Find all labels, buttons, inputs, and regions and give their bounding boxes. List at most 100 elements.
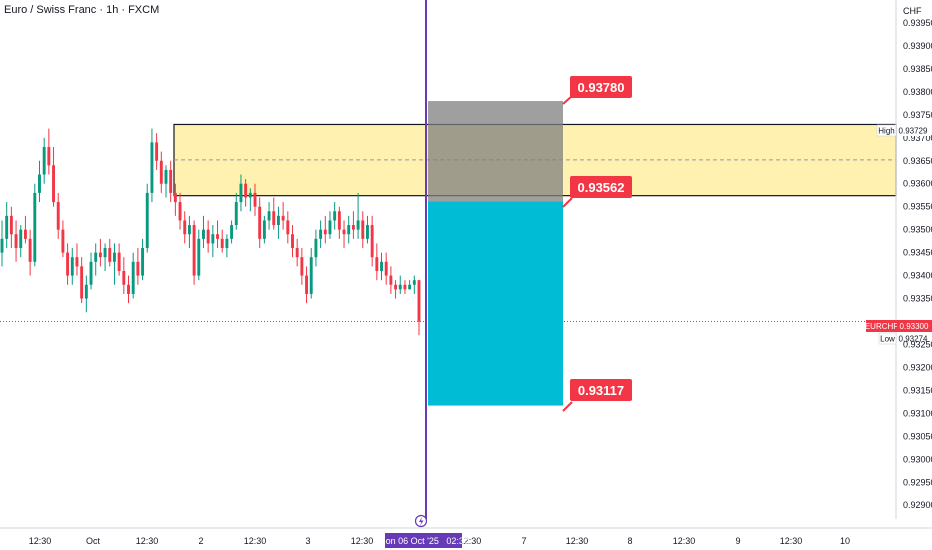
candle	[333, 202, 337, 230]
candle	[412, 275, 416, 294]
candle	[394, 280, 398, 299]
candle	[328, 211, 332, 239]
take-profit-zone[interactable]	[428, 201, 563, 406]
candle-body	[117, 252, 121, 271]
lightning-icon[interactable]	[414, 514, 428, 528]
candle	[319, 220, 323, 249]
candle	[183, 211, 187, 244]
candle-body	[347, 225, 351, 235]
candle	[197, 229, 201, 281]
candle	[23, 215, 27, 244]
candle-body	[276, 215, 280, 226]
candle-body	[103, 248, 107, 258]
candle-body	[80, 266, 84, 299]
candle-body	[375, 257, 379, 271]
candle-body	[70, 257, 74, 276]
candle	[398, 275, 402, 294]
candle	[211, 225, 215, 258]
candle	[380, 252, 383, 281]
candle-body	[403, 284, 407, 290]
candle	[127, 275, 130, 304]
candle	[356, 192, 360, 239]
time-tick-label: 12:30	[244, 536, 267, 546]
candle-body	[380, 261, 383, 271]
stop-callout: 0.93780	[562, 76, 632, 105]
cursor-date-label: Mon 06 Oct '25 02:30	[378, 533, 469, 548]
time-axis[interactable]: 12:30 Oct 12:30 2 12:30 3 12:30 12:30 7 12:30 8 12:…	[29, 536, 850, 546]
candle-body	[52, 165, 55, 203]
candle	[295, 238, 299, 267]
candle-body	[127, 284, 130, 294]
candle	[258, 197, 262, 249]
candle	[19, 225, 23, 258]
candle-body	[323, 229, 327, 235]
candle-body	[216, 234, 219, 239]
candle-body	[337, 211, 341, 230]
candle-body	[98, 252, 102, 258]
symbol-tag-label: EURCHF	[865, 322, 898, 331]
candle-body	[84, 284, 88, 299]
candle-body	[356, 220, 360, 230]
candle	[276, 206, 280, 239]
candle-body	[225, 238, 229, 249]
chart-title: Euro / Swiss Franc · 1h · FXCM	[4, 4, 159, 16]
candle	[56, 192, 60, 239]
candle-body	[0, 238, 4, 253]
candle	[47, 128, 51, 175]
current-price-value: 0.93300	[900, 322, 929, 331]
candle-body	[211, 234, 215, 244]
candle-body	[244, 183, 248, 198]
candle-body	[220, 238, 224, 249]
candle	[192, 220, 196, 285]
candle-body	[187, 225, 191, 235]
candle-body	[141, 248, 145, 276]
candle	[94, 243, 98, 276]
candle-body	[159, 160, 163, 184]
candle	[5, 202, 9, 249]
candle-body	[366, 225, 369, 239]
candle	[262, 215, 266, 244]
candle	[33, 183, 37, 267]
low-tag: Low 0.93274	[878, 332, 928, 345]
candle	[178, 192, 182, 230]
candle-body	[272, 211, 276, 226]
candle-body	[173, 192, 177, 203]
candle	[305, 266, 309, 304]
candle	[216, 220, 219, 249]
candle-body	[234, 202, 238, 226]
candle-body	[75, 257, 79, 267]
candle	[337, 206, 341, 239]
candle-body	[230, 225, 234, 239]
candle	[225, 234, 229, 258]
candle-body	[281, 215, 285, 221]
candle	[61, 220, 65, 258]
candle	[361, 211, 365, 249]
candle	[389, 266, 393, 294]
candle	[403, 280, 407, 294]
time-tick-label: 12:30	[780, 536, 803, 546]
time-tick-label: 12:30	[566, 536, 589, 546]
high-tag-label: High	[878, 127, 894, 136]
stop-loss-zone[interactable]	[428, 101, 563, 202]
time-tick-label: 8	[627, 536, 632, 546]
candle-body	[183, 220, 187, 235]
candle	[155, 133, 159, 170]
candle	[38, 160, 41, 203]
candle-body	[9, 215, 13, 235]
candle-body	[42, 146, 46, 175]
currency-label: CHF	[903, 6, 922, 16]
candle	[145, 183, 149, 253]
candle	[272, 197, 276, 230]
